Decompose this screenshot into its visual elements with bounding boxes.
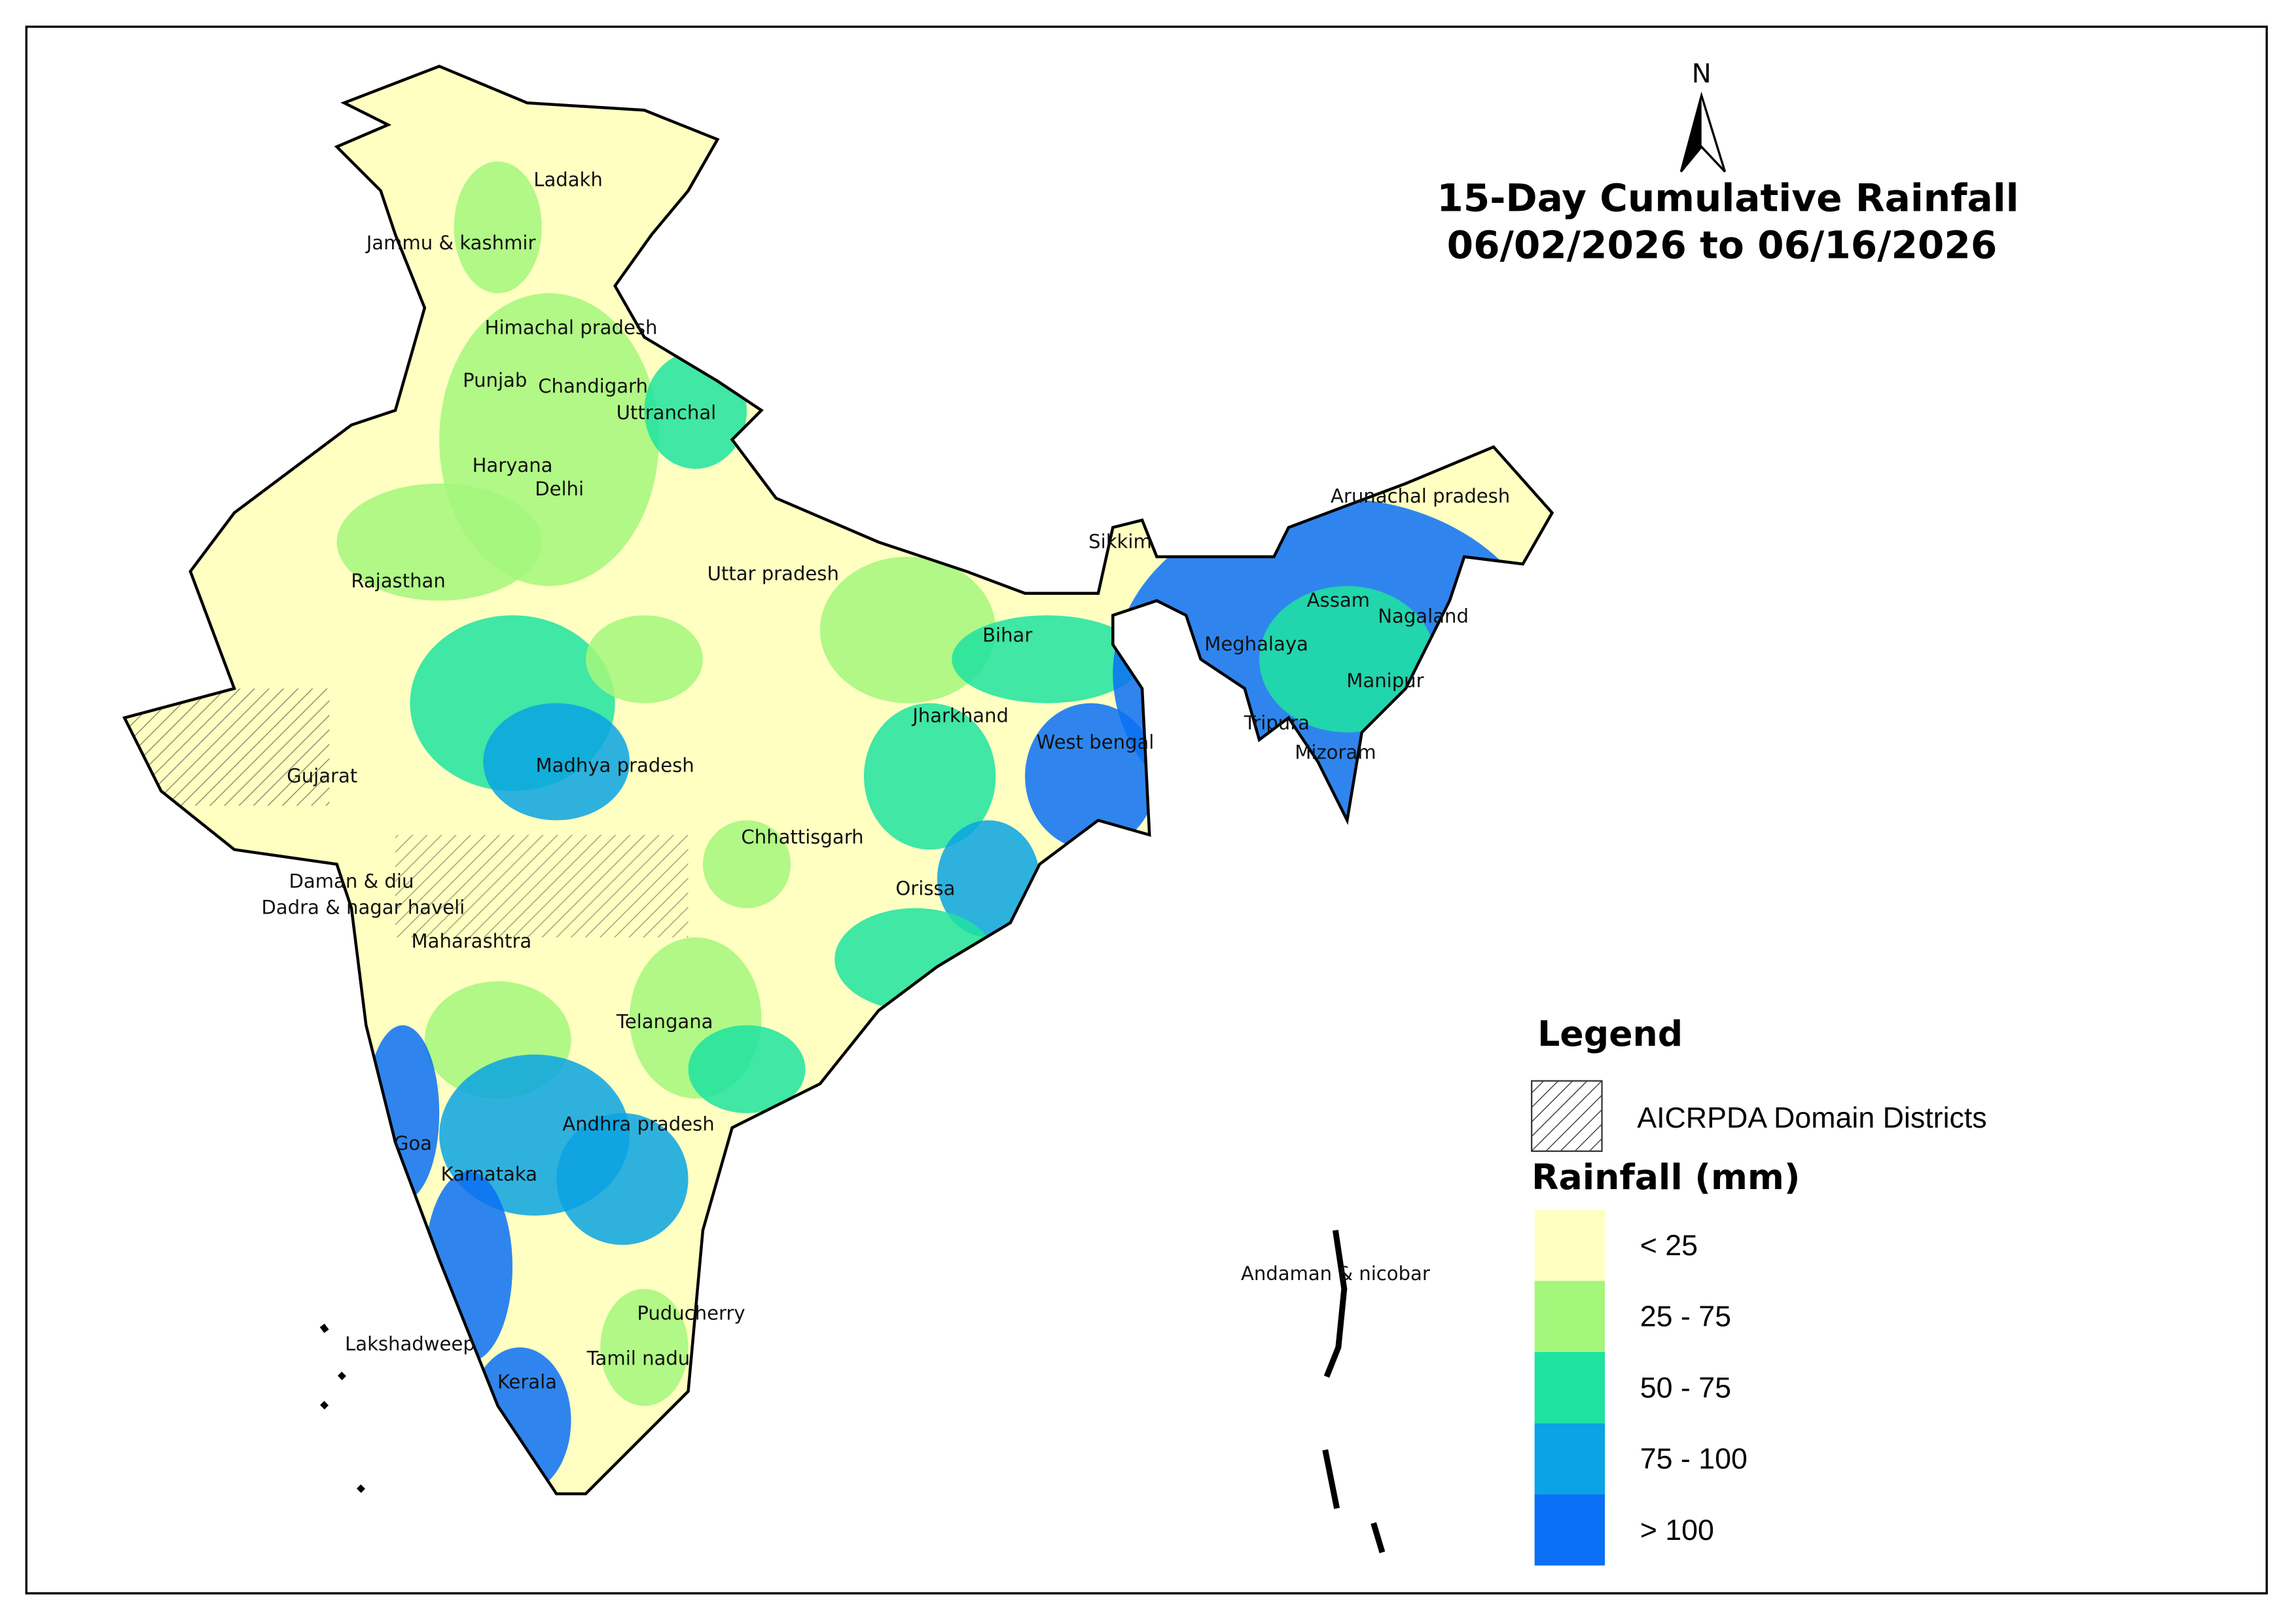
rain-patch	[600, 1289, 689, 1406]
state-label: Telangana	[616, 1010, 713, 1033]
state-label: Karnataka	[441, 1163, 537, 1185]
rain-patch	[336, 483, 542, 601]
legend-title: Legend	[1537, 1013, 1683, 1054]
legend-label: > 100	[1640, 1514, 1714, 1546]
state-label: Arunachal pradesh	[1331, 485, 1510, 507]
hatch-label: AICRPDA Domain Districts	[1637, 1101, 1986, 1134]
state-label: Mizoram	[1295, 741, 1376, 763]
state-label: Dadra & nagar haveli	[261, 897, 465, 919]
north-arrow	[1679, 91, 1727, 173]
rainfall-title: Rainfall (mm)	[1532, 1156, 1800, 1198]
state-label: Lakshadweep	[345, 1332, 475, 1355]
rain-patch	[688, 1025, 806, 1113]
state-label: Manipur	[1346, 669, 1424, 692]
state-label: Bihar	[982, 624, 1032, 646]
state-label: Tamil nadu	[586, 1347, 691, 1370]
legend-label: < 25	[1640, 1229, 1698, 1262]
islands	[319, 1230, 1386, 1554]
legend-swatch	[1534, 1423, 1605, 1495]
state-label: Jammu & kashmir	[365, 232, 536, 254]
legend: < 25 25 - 75 50 - 75 75 - 100 > 100	[1534, 1209, 1748, 1566]
rain-patch	[952, 615, 1143, 704]
india-outline	[122, 64, 1554, 1495]
hatch-area	[395, 834, 689, 938]
state-label: Gujarat	[287, 764, 357, 787]
legend-label: 75 - 100	[1640, 1442, 1748, 1475]
state-label: Punjab	[463, 369, 527, 391]
state-label: Madhya pradesh	[536, 755, 694, 777]
state-label: Nagaland	[1378, 605, 1469, 627]
legend-swatch	[1534, 1351, 1605, 1423]
rain-patch	[454, 161, 542, 294]
state-label: Chandigarh	[538, 375, 648, 397]
rain-patch	[585, 615, 703, 704]
state-labels: Ladakh Jammu & kashmir Himachal pradesh Pun…	[261, 169, 1510, 1393]
rain-patch	[937, 820, 1040, 938]
rain-patch	[702, 820, 791, 908]
state-label: Kerala	[497, 1370, 557, 1393]
title: 15-Day Cumulative Rainfall	[1437, 176, 2018, 221]
state-label: Maharashtra	[412, 930, 532, 952]
rain-patch	[863, 703, 996, 850]
state-label: Delhi	[535, 478, 584, 500]
state-label: Chhattisgarh	[741, 826, 863, 848]
state-label: Orissa	[895, 878, 955, 900]
state-label: West bengal	[1037, 731, 1155, 753]
state-label: Andhra pradesh	[562, 1113, 714, 1135]
state-label: Ladakh	[533, 169, 603, 191]
state-label: Assam	[1307, 589, 1370, 611]
state-label: Tripura	[1244, 712, 1310, 734]
state-label: Meghalaya	[1204, 633, 1308, 655]
state-label: Haryana	[473, 454, 553, 476]
state-label: Rajasthan	[351, 570, 446, 592]
rain-patch	[819, 556, 996, 704]
rain-patch	[483, 703, 630, 821]
state-label: Uttar pradesh	[708, 563, 839, 585]
legend-swatch	[1534, 1494, 1605, 1566]
subtitle: 06/02/2026 to 06/16/2026	[1447, 223, 1998, 267]
legend-swatch	[1534, 1281, 1605, 1352]
state-label: Himachal pradesh	[485, 317, 658, 339]
rain-patch	[556, 1113, 689, 1245]
rain-patch	[1259, 586, 1435, 733]
state-label: Puducherry	[637, 1302, 745, 1324]
legend-label: 25 - 75	[1640, 1300, 1731, 1333]
state-label: Andaman & nicobar	[1241, 1262, 1430, 1285]
state-label: Goa	[394, 1132, 432, 1154]
legend-label: 50 - 75	[1640, 1371, 1731, 1404]
state-label: Sikkim	[1088, 530, 1152, 552]
state-label: Daman & diu	[289, 870, 414, 892]
legend-swatch	[1534, 1209, 1605, 1281]
state-label: Jharkhand	[911, 705, 1009, 727]
state-label: Uttranchal	[617, 401, 717, 423]
rain-patch	[1025, 703, 1157, 850]
hatch-swatch	[1531, 1080, 1603, 1152]
north-label: N	[1692, 59, 1712, 89]
